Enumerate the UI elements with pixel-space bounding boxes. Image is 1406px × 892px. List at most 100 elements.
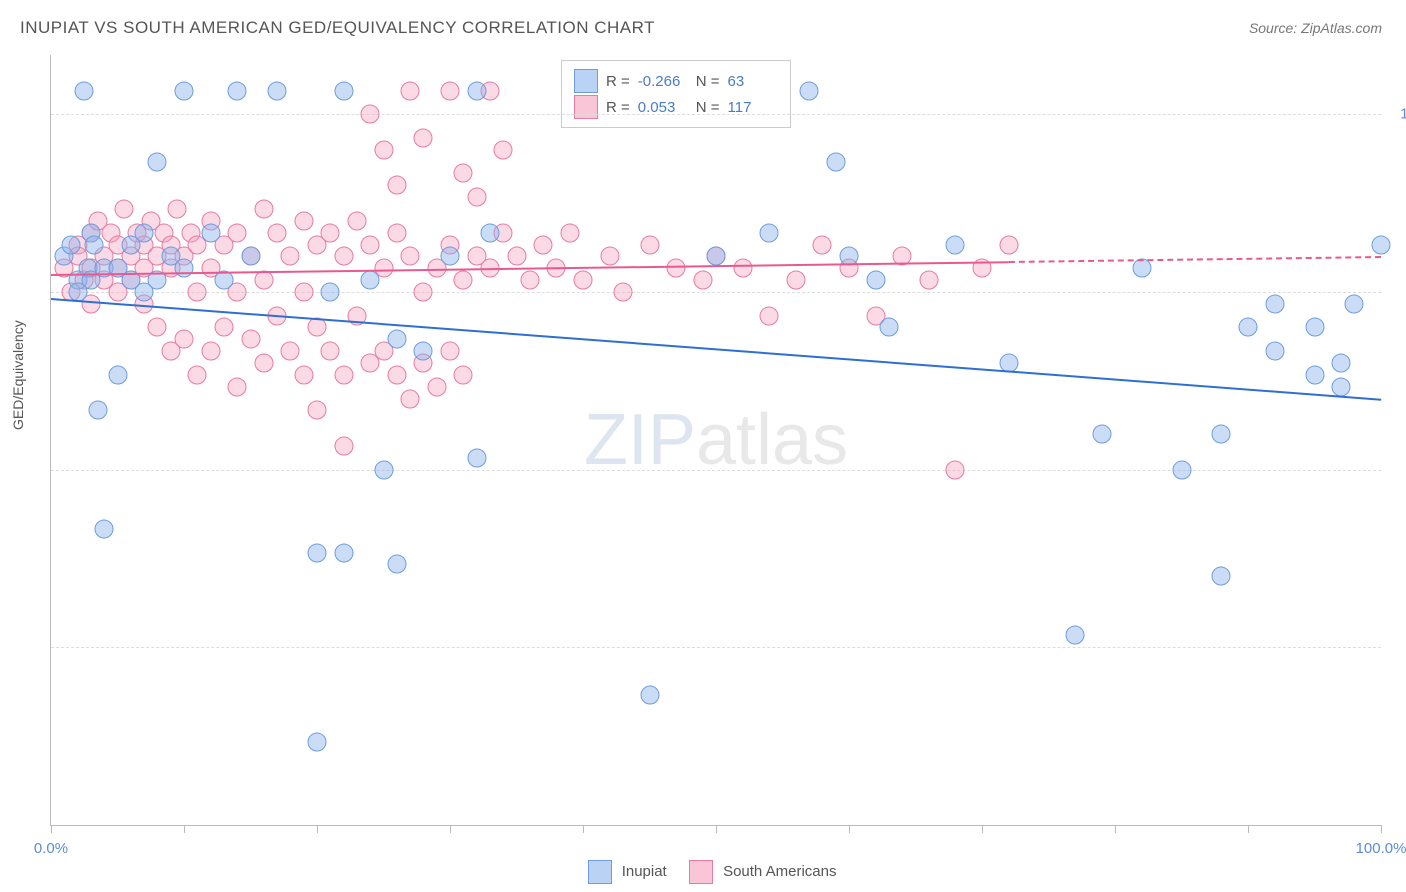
- scatter-point: [387, 223, 406, 242]
- scatter-point: [1305, 318, 1324, 337]
- scatter-point: [148, 318, 167, 337]
- scatter-point: [401, 389, 420, 408]
- bottom-legend: Inupiat South Americans: [0, 860, 1406, 884]
- scatter-point: [826, 152, 845, 171]
- x-tick: [184, 825, 185, 833]
- scatter-point: [999, 235, 1018, 254]
- scatter-point: [201, 223, 220, 242]
- scatter-point: [1265, 294, 1284, 313]
- scatter-point: [1172, 460, 1191, 479]
- scatter-point: [946, 460, 965, 479]
- scatter-point: [813, 235, 832, 254]
- scatter-point: [441, 247, 460, 266]
- scatter-point: [401, 81, 420, 100]
- scatter-point: [1132, 259, 1151, 278]
- scatter-point: [374, 460, 393, 479]
- x-tick-label: 0.0%: [34, 840, 68, 857]
- scatter-point: [1345, 294, 1364, 313]
- scatter-point: [374, 140, 393, 159]
- scatter-point: [268, 223, 287, 242]
- scatter-point: [135, 223, 154, 242]
- scatter-point: [733, 259, 752, 278]
- scatter-point: [334, 436, 353, 455]
- scatter-point: [294, 365, 313, 384]
- swatch-inupiat: [574, 69, 598, 93]
- scatter-point: [334, 365, 353, 384]
- scatter-point: [574, 271, 593, 290]
- scatter-point: [387, 330, 406, 349]
- x-tick: [1115, 825, 1116, 833]
- scatter-point: [241, 330, 260, 349]
- scatter-point: [95, 519, 114, 538]
- scatter-point: [268, 81, 287, 100]
- x-tick: [982, 825, 983, 833]
- scatter-point: [454, 365, 473, 384]
- scatter-point: [321, 223, 340, 242]
- scatter-point: [214, 318, 233, 337]
- scatter-point: [188, 365, 207, 384]
- scatter-point: [1092, 425, 1111, 444]
- scatter-point: [88, 401, 107, 420]
- scatter-point: [454, 271, 473, 290]
- trend-line: [1009, 256, 1381, 263]
- y-tick-label: 100.0%: [1391, 106, 1406, 123]
- scatter-point: [520, 271, 539, 290]
- x-tick: [1248, 825, 1249, 833]
- scatter-point: [387, 365, 406, 384]
- scatter-point: [441, 81, 460, 100]
- scatter-point: [308, 543, 327, 562]
- y-tick-label: 85.0%: [1391, 283, 1406, 300]
- scatter-point: [414, 128, 433, 147]
- scatter-point: [401, 247, 420, 266]
- scatter-point: [387, 176, 406, 195]
- scatter-point: [361, 271, 380, 290]
- scatter-point: [201, 342, 220, 361]
- scatter-point: [175, 81, 194, 100]
- scatter-point: [1332, 377, 1351, 396]
- scatter-point: [1332, 354, 1351, 373]
- gridline: [51, 292, 1381, 293]
- x-tick: [317, 825, 318, 833]
- scatter-point: [613, 282, 632, 301]
- scatter-point: [600, 247, 619, 266]
- scatter-point: [507, 247, 526, 266]
- scatter-point: [321, 342, 340, 361]
- scatter-point: [281, 247, 300, 266]
- scatter-point: [175, 330, 194, 349]
- legend-label-inupiat: Inupiat: [622, 863, 667, 880]
- scatter-point: [534, 235, 553, 254]
- scatter-point: [61, 235, 80, 254]
- swatch-south-american: [574, 95, 598, 119]
- scatter-point: [321, 282, 340, 301]
- scatter-point: [467, 81, 486, 100]
- chart-title: INUPIAT VS SOUTH AMERICAN GED/EQUIVALENC…: [20, 18, 655, 38]
- legend-swatch-inupiat: [588, 860, 612, 884]
- scatter-point: [1305, 365, 1324, 384]
- scatter-point: [1239, 318, 1258, 337]
- scatter-point: [108, 365, 127, 384]
- scatter-point: [441, 342, 460, 361]
- scatter-point: [1372, 235, 1391, 254]
- scatter-point: [640, 685, 659, 704]
- scatter-point: [334, 81, 353, 100]
- scatter-plot-area: ZIPatlas R =-0.266 N =63 R =0.053 N =117…: [50, 55, 1381, 826]
- scatter-point: [707, 247, 726, 266]
- x-tick: [716, 825, 717, 833]
- scatter-point: [786, 271, 805, 290]
- scatter-point: [241, 247, 260, 266]
- scatter-point: [228, 223, 247, 242]
- stats-row-2: R =0.053 N =117: [574, 95, 778, 119]
- scatter-point: [427, 377, 446, 396]
- scatter-point: [1265, 342, 1284, 361]
- scatter-point: [879, 318, 898, 337]
- scatter-point: [760, 306, 779, 325]
- scatter-point: [334, 543, 353, 562]
- y-tick-label: 70.0%: [1391, 461, 1406, 478]
- scatter-point: [414, 282, 433, 301]
- scatter-point: [414, 342, 433, 361]
- x-tick: [1381, 825, 1382, 833]
- scatter-point: [361, 105, 380, 124]
- gridline: [51, 647, 1381, 648]
- source-attribution: Source: ZipAtlas.com: [1249, 20, 1382, 36]
- legend-label-south-american: South Americans: [723, 863, 836, 880]
